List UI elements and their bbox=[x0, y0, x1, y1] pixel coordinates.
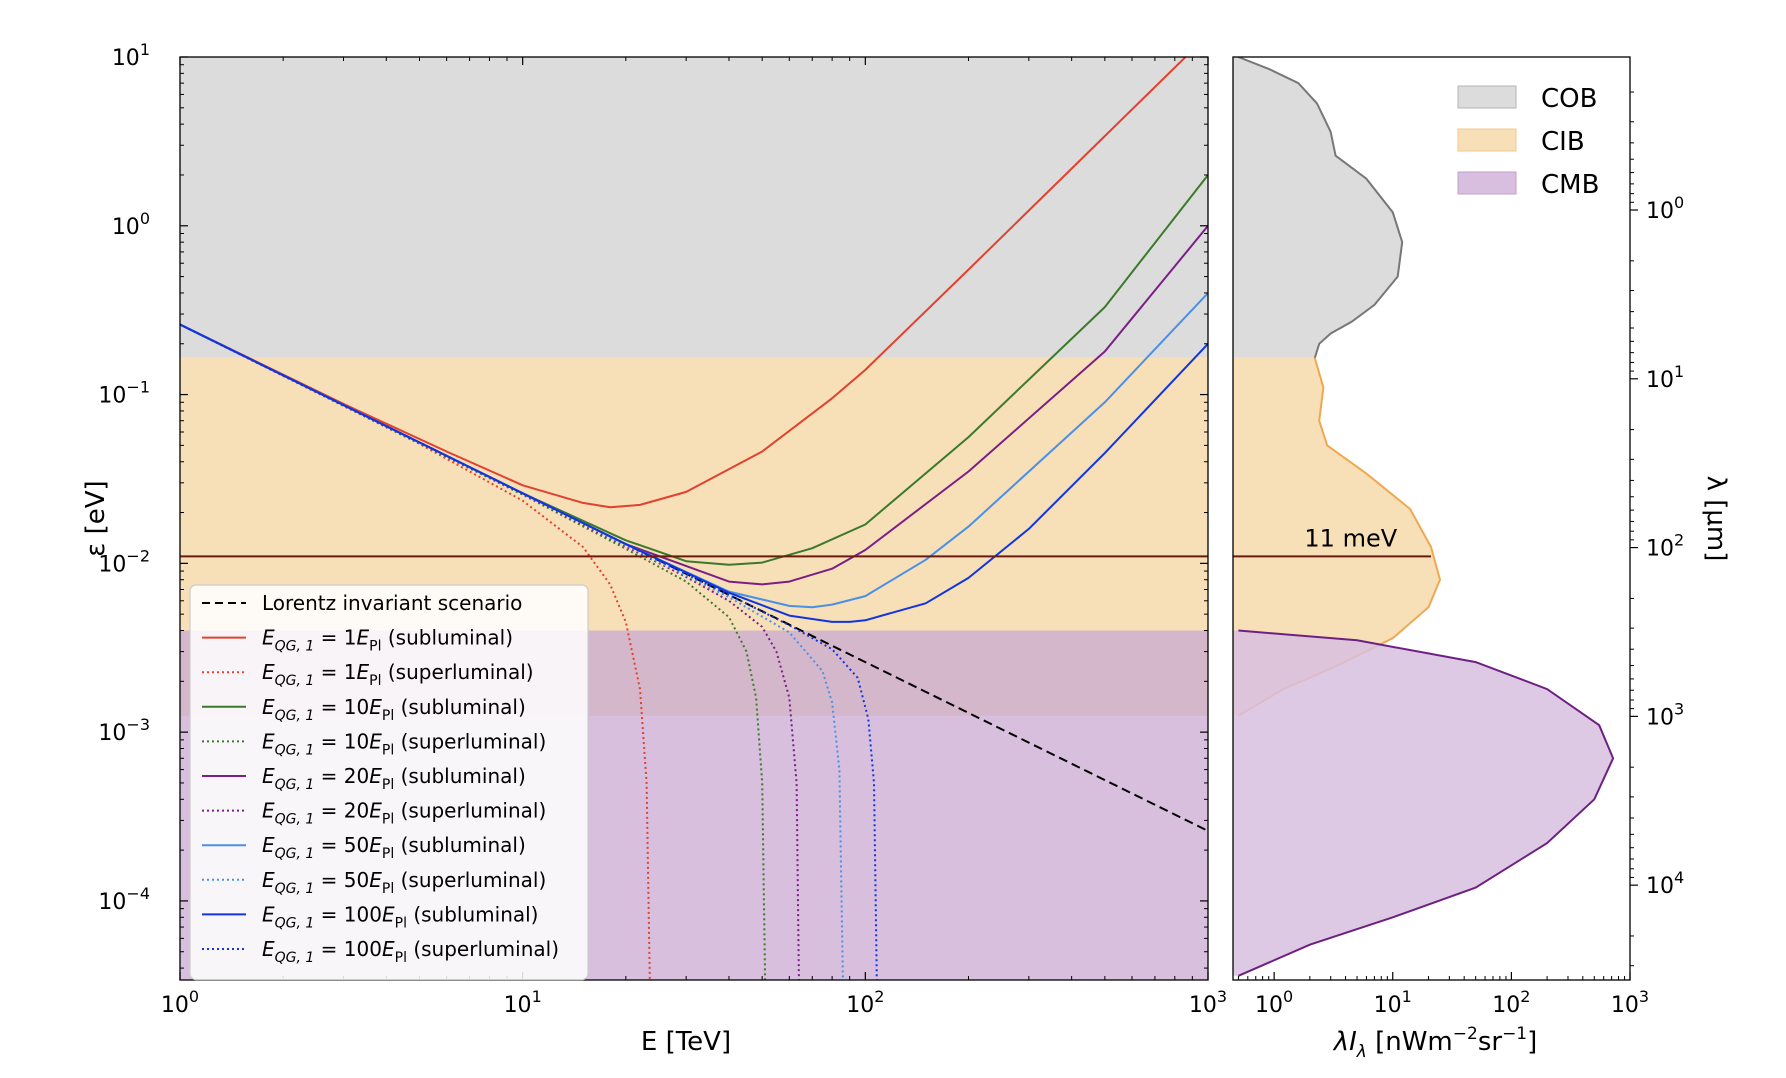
right-spectrum-regions bbox=[1233, 57, 1615, 977]
right-y-axis-label: λ [μm] bbox=[1701, 476, 1731, 562]
right-legend: COB CIB CMB bbox=[1457, 84, 1599, 200]
series-line-10 bbox=[180, 323, 878, 980]
right-legend-swatch-cob bbox=[1457, 85, 1517, 109]
right-y-tick-label-0: 100 bbox=[1646, 193, 1684, 224]
left-y-tick-label-1: 10−3 bbox=[98, 715, 150, 746]
right-legend-swatch-cib bbox=[1457, 128, 1517, 152]
legend-label-1: EQG, 1 = 1EPl (subluminal) bbox=[262, 626, 513, 655]
region-edge-cmb bbox=[1238, 629, 1615, 977]
left-x-tick-label-1: 101 bbox=[504, 987, 542, 1018]
series-line-2 bbox=[180, 323, 651, 980]
left-axis-ticks: 100 101 102 103 10−4 10−3 10−2 10−1 100 101 bbox=[98, 40, 1227, 1018]
left-legend: Lorentz invariant scenario EQG, 1 = 1EPl … bbox=[189, 584, 589, 981]
right-x-tick-label-2: 102 bbox=[1492, 987, 1530, 1018]
legend-label-3: EQG, 1 = 10EPl (subluminal) bbox=[262, 695, 526, 724]
left-y-tick-label-0: 10−4 bbox=[98, 884, 150, 915]
region-fill-cob bbox=[1233, 57, 1403, 358]
right-y-tick-label-4: 104 bbox=[1646, 868, 1684, 899]
region-edge-cob bbox=[1238, 57, 1404, 359]
right-y-tick-label-2: 102 bbox=[1646, 531, 1684, 562]
right-plot-frame bbox=[1232, 56, 1631, 981]
left-x-tick-label-0: 100 bbox=[161, 987, 199, 1018]
right-legend-label-cib: CIB bbox=[1541, 127, 1585, 157]
right-y-tick-label-3: 103 bbox=[1646, 699, 1684, 730]
legend-label-8: EQG, 1 = 50EPl (superluminal) bbox=[262, 868, 546, 897]
region-fill-cib bbox=[1233, 357, 1440, 716]
legend-label-5: EQG, 1 = 20EPl (subluminal) bbox=[262, 764, 526, 793]
right-chart: 11 meV 100 101 102 103 100 101 102 103 104 λIλ [… bbox=[1232, 56, 1731, 1062]
right-y-tick-label-1: 101 bbox=[1646, 362, 1684, 393]
right-legend-label-cmb: CMB bbox=[1541, 170, 1599, 200]
legend-label-6: EQG, 1 = 20EPl (superluminal) bbox=[262, 799, 546, 828]
right-x-tick-label-3: 103 bbox=[1611, 987, 1649, 1018]
left-y-tick-label-2: 10−2 bbox=[98, 546, 150, 577]
legend-label-10: EQG, 1 = 100EPl (superluminal) bbox=[262, 937, 559, 966]
legend-label-4: EQG, 1 = 10EPl (superluminal) bbox=[262, 729, 546, 758]
left-x-tick-label-2: 102 bbox=[846, 987, 884, 1018]
annotation-11mev: 11 meV bbox=[1304, 524, 1397, 552]
right-legend-label-cob: COB bbox=[1541, 84, 1597, 114]
right-x-tick-label-0: 100 bbox=[1255, 987, 1293, 1018]
right-x-axis-label: λIλ [nWm−2sr−1] bbox=[1332, 1024, 1538, 1062]
legend-label-0: Lorentz invariant scenario bbox=[262, 591, 522, 615]
left-y-tick-label-5: 101 bbox=[112, 40, 150, 71]
legend-label-7: EQG, 1 = 50EPl (subluminal) bbox=[262, 833, 526, 862]
right-axis-ticks: 100 101 102 103 100 101 102 103 104 bbox=[1237, 91, 1684, 1018]
left-y-tick-label-4: 100 bbox=[112, 209, 150, 240]
legend-label-2: EQG, 1 = 1EPl (superluminal) bbox=[262, 660, 534, 689]
left-series-lines bbox=[180, 57, 1208, 980]
right-legend-swatch-cmb bbox=[1457, 171, 1517, 195]
legend-label-9: EQG, 1 = 100EPl (subluminal) bbox=[262, 902, 538, 931]
left-y-tick-label-3: 10−1 bbox=[98, 378, 150, 409]
right-x-tick-label-1: 101 bbox=[1374, 987, 1412, 1018]
left-legend-box bbox=[189, 584, 589, 981]
left-x-tick-label-3: 103 bbox=[1189, 987, 1227, 1018]
left-plot-frame bbox=[179, 56, 1209, 981]
left-x-axis-label: E [TeV] bbox=[641, 1027, 731, 1057]
band-cob bbox=[180, 57, 1208, 358]
left-chart: 100 101 102 103 10−4 10−3 10−2 10−1 100 101 E [Te… bbox=[81, 40, 1227, 1057]
series-line-1 bbox=[180, 57, 1187, 509]
region-fill-cmb bbox=[1233, 630, 1614, 976]
series-line-4 bbox=[180, 323, 767, 980]
left-y-axis-label: ε [eV] bbox=[81, 480, 111, 556]
